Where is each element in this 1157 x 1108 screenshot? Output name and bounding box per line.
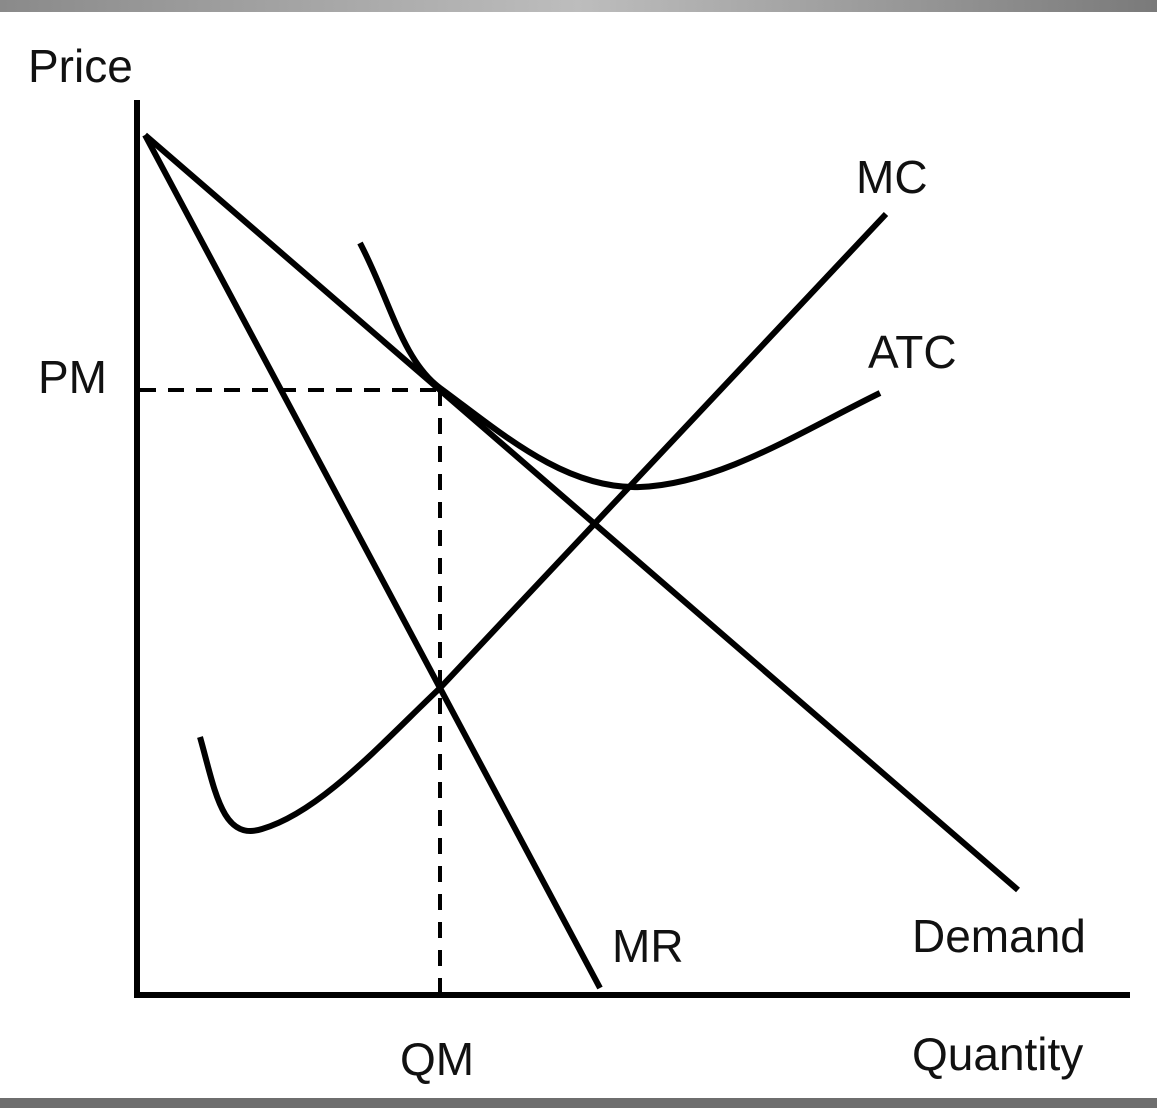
atc-curve [357,241,882,491]
price-marker: PM [38,351,107,403]
quantity-marker: QM [400,1033,474,1085]
top-frame [0,0,1157,12]
curve-label: ATC [868,326,957,378]
y-axis-label: Price [28,40,133,92]
demand-curve [143,132,1020,893]
curve-label: MR [612,920,684,972]
curve-label: MC [856,151,928,203]
curve-label: Demand [912,910,1086,962]
mc-curve [197,211,889,834]
x-axis-label: Quantity [912,1028,1083,1080]
mr-curve [142,133,603,990]
bottom-frame [0,1098,1157,1108]
